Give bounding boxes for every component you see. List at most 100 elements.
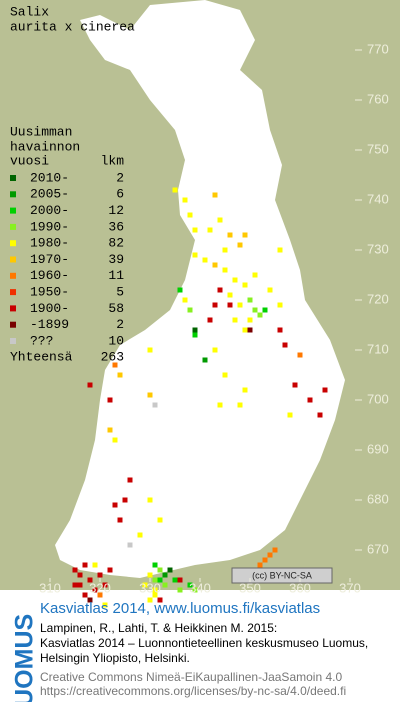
legend-label: 1970-: [30, 252, 69, 267]
occurrence: [207, 317, 213, 323]
occurrence: [227, 292, 233, 298]
legend-swatch: [10, 272, 16, 279]
occurrence: [247, 317, 253, 323]
legend-label: ???: [30, 333, 53, 348]
legend-swatch: [10, 338, 16, 344]
legend-swatch: [10, 223, 16, 230]
occurrence: [142, 582, 148, 588]
occurrence: [112, 502, 118, 508]
legend-column: vuosi: [10, 153, 49, 168]
occurrence: [147, 347, 153, 353]
legend-label: 2010-: [30, 170, 69, 185]
occurrence: [102, 602, 108, 608]
y-tick-label: 690: [367, 441, 389, 456]
occurrence: [182, 297, 188, 303]
legend-heading: Uusimman: [10, 124, 72, 139]
legend-heading: havainnon: [10, 139, 80, 154]
legend-label: 1980-: [30, 236, 69, 251]
occurrence: [242, 282, 248, 288]
license-text: https://creativecommons.org/licenses/by-…: [40, 684, 346, 698]
occurrence: [157, 567, 163, 573]
occurrence: [187, 307, 193, 313]
occurrence: [217, 287, 223, 293]
occurrence: [107, 427, 113, 433]
legend-count: 10: [108, 333, 124, 348]
occurrence: [232, 277, 238, 283]
license-badge-text: (cc) BY-NC-SA: [252, 570, 312, 580]
occurrence: [172, 187, 178, 193]
x-tick-label: 370: [339, 580, 361, 595]
occurrence: [137, 532, 143, 538]
occurrence: [97, 572, 103, 578]
legend-swatch: [10, 305, 16, 312]
legend-count: 11: [108, 268, 124, 283]
occurrence: [157, 517, 163, 523]
occurrence: [97, 592, 103, 598]
occurrence: [277, 302, 283, 308]
occurrence: [117, 517, 123, 523]
occurrence: [92, 562, 98, 568]
y-tick-label: 740: [367, 191, 389, 206]
legend-column: lkm: [101, 153, 125, 168]
legend-label: 1990-: [30, 219, 69, 234]
occurrence: [87, 577, 93, 583]
y-tick-label: 700: [367, 391, 389, 406]
y-tick-label: 770: [367, 41, 389, 56]
footer-link: Kasviatlas 2014, www.luomus.fi/kasviatla…: [40, 600, 320, 617]
legend-count: 58: [108, 301, 124, 316]
y-tick-label: 680: [367, 491, 389, 506]
x-tick-label: 360: [289, 580, 311, 595]
x-tick-label: 320: [89, 580, 111, 595]
x-tick-label: 340: [189, 580, 211, 595]
occurrence: [87, 382, 93, 388]
legend-label: 2005-: [30, 187, 69, 202]
occurrence: [192, 332, 198, 338]
legend-label: 2000-: [30, 203, 69, 218]
y-tick-label: 750: [367, 141, 389, 156]
citation: Kasviatlas 2014 – Luonnontieteellinen ke…: [40, 636, 368, 650]
legend-swatch: [10, 175, 16, 181]
occurrence: [147, 597, 153, 603]
occurrence: [152, 562, 158, 568]
occurrence: [187, 582, 193, 588]
occurrence: [222, 267, 228, 273]
legend-label: 1960-: [30, 268, 69, 283]
occurrence: [237, 402, 243, 408]
occurrence: [212, 302, 218, 308]
occurrence: [72, 582, 78, 588]
occurrence: [107, 397, 113, 403]
occurrence: [152, 592, 158, 598]
occurrence: [167, 567, 173, 573]
occurrence: [227, 302, 233, 308]
occurrence: [247, 327, 253, 333]
occurrence: [127, 542, 133, 548]
occurrence: [227, 232, 233, 238]
occurrence: [112, 362, 118, 368]
legend-swatch: [10, 207, 16, 214]
legend-swatch: [10, 191, 16, 198]
occurrence: [292, 382, 298, 388]
occurrence: [107, 567, 113, 573]
legend-swatch: [10, 321, 16, 328]
occurrence: [177, 577, 183, 583]
occurrence: [117, 372, 123, 378]
occurrence: [242, 232, 248, 238]
occurrence: [222, 247, 228, 253]
legend-count: 5: [116, 285, 124, 300]
occurrence: [212, 262, 218, 268]
legend-swatch: [10, 289, 16, 296]
legend-count: 82: [108, 236, 124, 251]
occurrence: [287, 412, 293, 418]
occurrence: [127, 477, 133, 483]
y-tick-label: 710: [367, 341, 389, 356]
legend-count: 2: [116, 317, 124, 332]
legend-count: 6: [116, 187, 124, 202]
occurrence: [267, 287, 273, 293]
occurrence: [72, 567, 78, 573]
occurrence: [202, 257, 208, 263]
occurrence: [267, 552, 273, 558]
legend-count: 12: [108, 203, 124, 218]
occurrence: [217, 402, 223, 408]
occurrence: [147, 572, 153, 578]
occurrence: [82, 562, 88, 568]
